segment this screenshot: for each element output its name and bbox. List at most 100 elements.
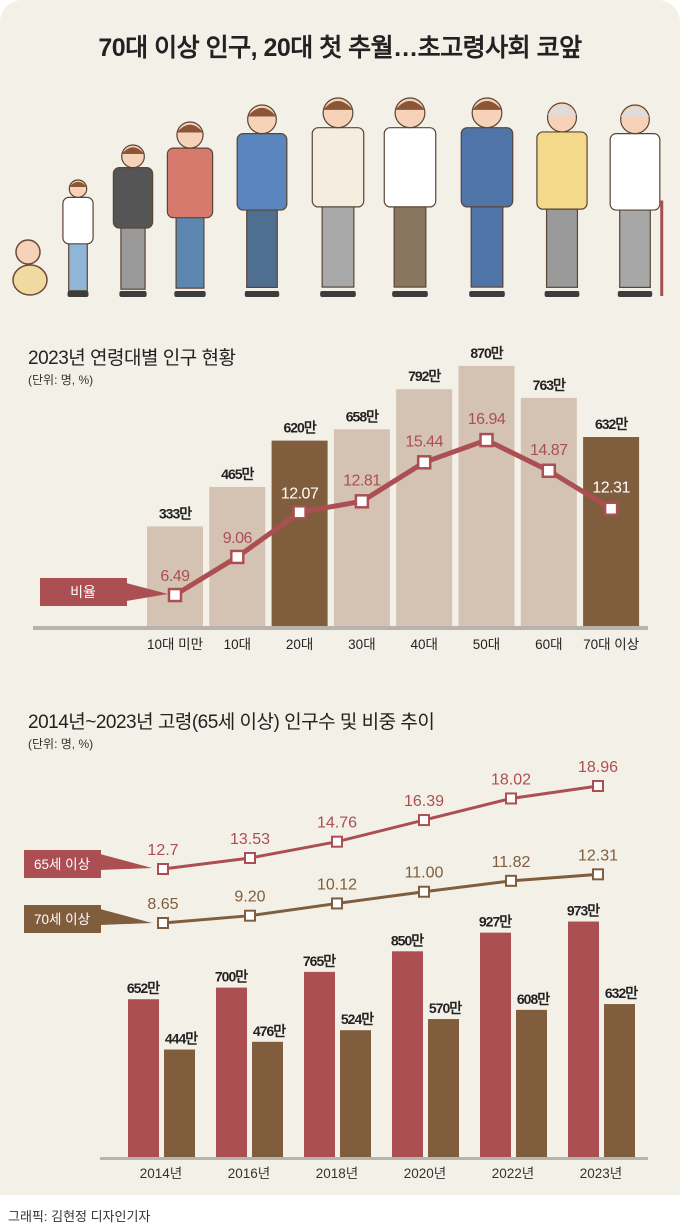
legend-ratio-box (40, 578, 127, 606)
ratio-marker (603, 501, 619, 516)
x-tick-label: 40대 (410, 637, 437, 652)
bar-value-label: 620만 (283, 420, 316, 436)
bar-65-plus (304, 971, 335, 1157)
legs (175, 213, 205, 289)
ratio-value-label: 16.94 (468, 411, 506, 428)
trend-value-label: 16.39 (404, 793, 444, 810)
bar-65-plus (392, 951, 423, 1157)
ratio-value-label: 12.81 (343, 472, 381, 489)
ratio-marker (292, 505, 307, 520)
trend-marker (157, 863, 169, 875)
hair (121, 147, 145, 155)
hair (69, 181, 87, 187)
bar-value-label: 476만 (253, 1023, 286, 1039)
trend-marker (592, 779, 604, 792)
legs (246, 205, 278, 289)
trend-marker (418, 814, 430, 827)
legs (120, 224, 146, 290)
page-title: 70대 이상 인구, 20대 첫 추월…초고령사회 코앞 (98, 34, 582, 62)
bar-value-label: 333만 (159, 505, 192, 521)
legs (619, 205, 651, 289)
bar-value-label: 927만 (479, 914, 512, 930)
bar-70-plus (516, 1009, 547, 1157)
bar-value-label: 658만 (346, 408, 379, 424)
legend-pointer (126, 583, 168, 601)
x-tick-label: 70대 이상 (583, 637, 639, 652)
chart2-elderly-trend: 652만 444만 2014년 700만 476만 2016년 765만 524만 2018년 8… (24, 759, 648, 1181)
bar-value-label: 765만 (303, 953, 336, 969)
legend-label: 65세 이상 (34, 857, 90, 872)
bar-70-plus (428, 1019, 459, 1157)
x-tick-label: 2020년 (404, 1166, 446, 1181)
ratio-marker (479, 432, 494, 448)
legs (470, 202, 504, 288)
person-boy (166, 121, 214, 297)
ratio-marker (167, 587, 183, 603)
legend-pointer (100, 854, 152, 870)
shoes (174, 291, 206, 297)
trend-value-label: 18.02 (491, 771, 531, 788)
bar-4 (396, 389, 453, 626)
hair (323, 100, 353, 110)
ratio-line (173, 437, 613, 598)
x-tick-label: 30대 (348, 637, 375, 652)
shoes (244, 291, 280, 297)
person-student (236, 104, 288, 297)
x-tick-label: 20대 (286, 637, 313, 652)
x-tick-label: 2022년 (492, 1166, 534, 1181)
bar-value-label: 632만 (595, 416, 628, 432)
bar-value-label: 870만 (470, 345, 503, 361)
chart1-unit: (단위: 명, %) (28, 373, 94, 387)
ratio-marker (354, 494, 370, 509)
ratio-value-label: 14.87 (530, 442, 568, 459)
trend-marker (505, 792, 517, 805)
x-tick-label: 10대 미만 (147, 637, 203, 652)
bar-value-label: 792만 (408, 368, 441, 384)
bar-0 (147, 526, 203, 626)
graphic-credit: 그래픽: 김현정 디자인기자 (8, 1209, 151, 1224)
bar-70-plus (340, 1030, 371, 1157)
person-teen (112, 144, 154, 297)
shoes (469, 291, 505, 297)
bar-value-label: 763만 (533, 377, 566, 393)
person-baby (12, 239, 48, 296)
shoes (119, 291, 147, 297)
bar-3 (333, 429, 390, 626)
trend-value-label: 13.53 (230, 831, 270, 848)
trend-line-0 (162, 784, 599, 871)
chart2-title: 2014년~2023년 고령(65세 이상) 인구수 및 비중 추이 (28, 712, 435, 733)
person-young-man (311, 97, 365, 297)
ratio-value-label: 9.06 (223, 530, 253, 547)
trend-marker (244, 851, 256, 864)
bar-value-label: 632만 (605, 985, 638, 1001)
shoes (617, 291, 653, 297)
ratio-marker (416, 455, 432, 470)
bar-70-plus (164, 1049, 195, 1157)
person-office-worker (460, 97, 514, 297)
person-child (62, 179, 94, 297)
trend-value-label: 18.96 (578, 759, 618, 776)
trend-value-label: 12.31 (578, 847, 618, 864)
trend-marker (244, 909, 256, 922)
bar-65-plus (568, 921, 599, 1157)
trend-line-1 (162, 872, 599, 925)
hair (547, 105, 577, 115)
bar-70-plus (604, 1004, 635, 1157)
trend-marker (331, 835, 343, 848)
ratio-value-label: 6.49 (160, 568, 190, 585)
trend-marker (592, 868, 604, 881)
hair (472, 100, 502, 110)
trend-marker (505, 874, 517, 887)
bar-value-label: 570만 (429, 1000, 462, 1016)
ratio-marker (541, 463, 557, 479)
chart2-unit: (단위: 명, %) (28, 737, 94, 751)
bar-value-label: 465만 (221, 466, 254, 482)
trend-value-label: 11.82 (492, 854, 531, 871)
trend-marker (157, 917, 169, 929)
legs (545, 204, 579, 288)
bar-5 (458, 365, 515, 626)
legs (321, 202, 355, 288)
legend-pointer (100, 909, 152, 925)
baby-head (15, 239, 41, 265)
x-tick-label: 10대 (224, 637, 251, 652)
